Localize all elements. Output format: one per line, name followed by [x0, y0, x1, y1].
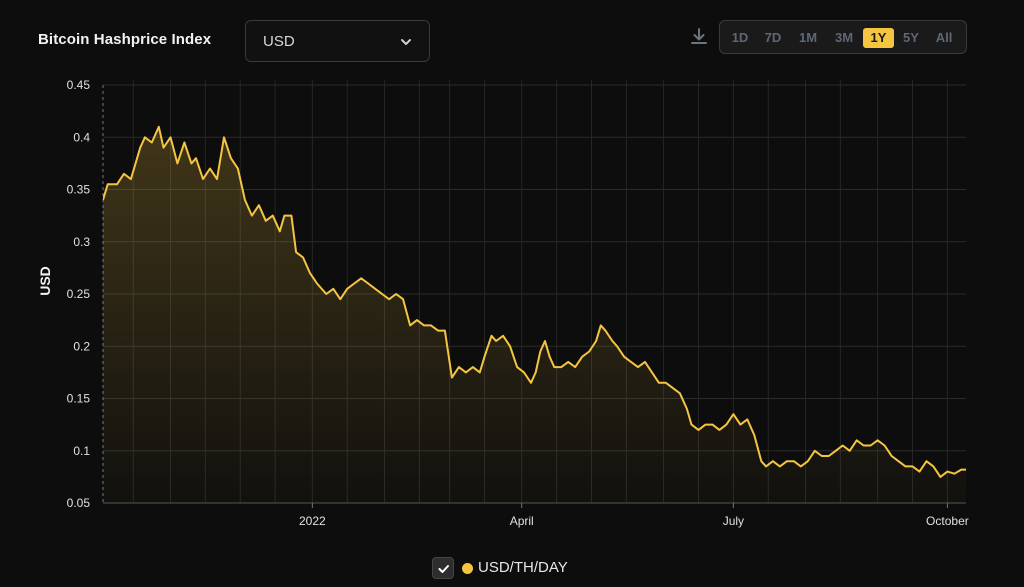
y-tick-label: 0.1 — [73, 444, 90, 458]
x-tick-label: July — [723, 514, 744, 528]
download-icon[interactable] — [689, 26, 709, 48]
y-tick-label: 0.25 — [67, 287, 91, 301]
legend-color-dot — [462, 563, 473, 574]
check-icon — [438, 565, 449, 573]
chart-header: Bitcoin Hashprice Index USD 1D 7D 1M 3M … — [0, 0, 1024, 80]
y-tick-label: 0.05 — [67, 496, 91, 510]
y-tick-label: 0.45 — [67, 78, 91, 92]
currency-select[interactable]: USD — [245, 20, 430, 62]
x-tick-label: April — [510, 514, 534, 528]
range-button-all[interactable]: All — [935, 30, 953, 45]
range-button-1m[interactable]: 1M — [798, 30, 818, 45]
x-axis: 2022 April July October — [299, 503, 969, 528]
series-line[interactable] — [103, 125, 966, 478]
currency-select-value: USD — [263, 33, 295, 50]
y-tick-label: 0.35 — [67, 183, 91, 197]
range-button-1y[interactable]: 1Y — [863, 28, 894, 48]
chevron-down-icon — [401, 39, 411, 45]
y-tick-label: 0.15 — [67, 392, 91, 406]
legend-label: USD/TH/DAY — [478, 559, 568, 576]
y-tick-label: 0.2 — [73, 339, 90, 353]
range-button-3m[interactable]: 3M — [834, 30, 854, 45]
y-axis: 0.45 0.4 0.35 0.3 0.25 0.2 0.15 0.1 0.05 — [67, 78, 91, 510]
legend-checkbox[interactable] — [432, 557, 454, 579]
x-tick-label: 2022 — [299, 514, 326, 528]
range-selector: 1D 7D 1M 3M 1Y 5Y All — [719, 20, 967, 54]
range-button-7d[interactable]: 7D — [764, 30, 782, 45]
y-tick-label: 0.3 — [73, 235, 90, 249]
x-tick-label: October — [926, 514, 969, 528]
series-area — [103, 126, 966, 504]
range-button-5y[interactable]: 5Y — [903, 30, 919, 45]
range-button-1d[interactable]: 1D — [731, 30, 749, 45]
hashprice-chart: 0.45 0.4 0.35 0.3 0.25 0.2 0.15 0.1 0.05 2022 Apr… — [37, 78, 969, 528]
y-axis-label: USD — [37, 266, 53, 296]
page-title: Bitcoin Hashprice Index — [38, 31, 212, 48]
y-tick-label: 0.4 — [73, 130, 90, 144]
